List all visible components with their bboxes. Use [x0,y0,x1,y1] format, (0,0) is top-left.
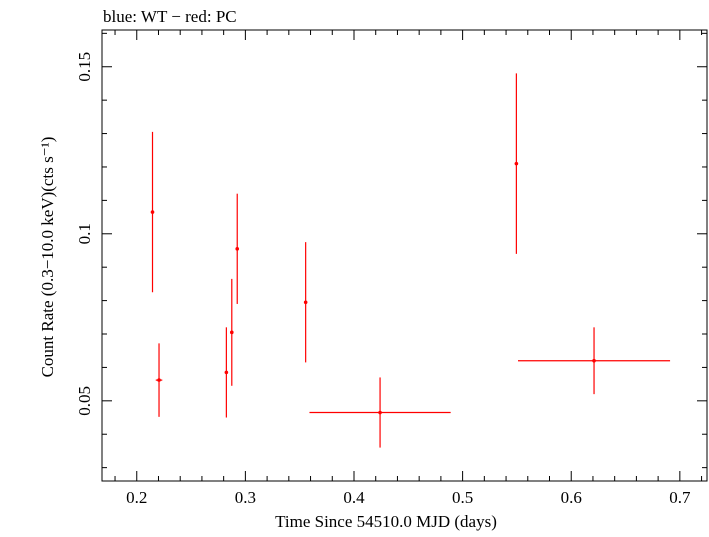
point-marker [157,378,161,382]
x-tick-labels: 0.2 0.3 0.4 0.5 0.6 0.7 [126,488,691,507]
data-point [150,131,155,293]
x-tick-label: 0.3 [235,488,256,507]
data-point [235,193,240,304]
data-point [303,242,308,363]
x-tick-label: 0.6 [561,488,582,507]
point-marker [592,358,596,363]
y-tick-label: 0.05 [75,386,94,416]
point-marker [514,161,519,166]
data-point [309,377,451,448]
point-marker [303,300,308,305]
data-point [514,73,519,254]
x-tick-label: 0.7 [669,488,691,507]
x-axis-label: Time Since 54510.0 MJD (days) [275,512,497,531]
data-point [518,327,671,395]
y-tick-label: 0.1 [75,223,94,244]
point-marker [229,330,234,335]
data-points [150,73,671,448]
point-marker [235,247,240,251]
y-tick-labels: 0.05 0.1 0.15 [75,52,94,416]
y-axis-label: Count Rate (0.3−10.0 keV)(cts s⁻¹) [38,137,57,378]
data-point [155,343,163,417]
x-tick-label: 0.2 [126,488,147,507]
data-point [224,327,229,418]
point-marker [150,210,155,214]
plot-frame [101,29,708,482]
chart-title: blue: WT − red: PC [103,7,237,26]
x-tick-label: 0.4 [343,488,365,507]
point-marker [378,410,382,415]
x-tick-label: 0.5 [452,488,473,507]
y-tick-label: 0.15 [75,52,94,82]
point-marker [224,370,229,375]
axis-ticks [102,30,707,481]
data-point [229,278,234,386]
